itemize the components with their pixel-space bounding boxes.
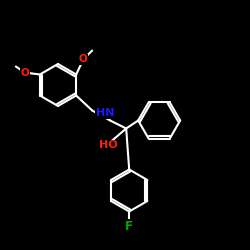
Text: O: O: [20, 68, 29, 78]
Text: HO: HO: [99, 140, 117, 150]
Text: F: F: [125, 220, 133, 233]
Text: O: O: [79, 54, 88, 64]
Text: HN: HN: [96, 108, 114, 118]
